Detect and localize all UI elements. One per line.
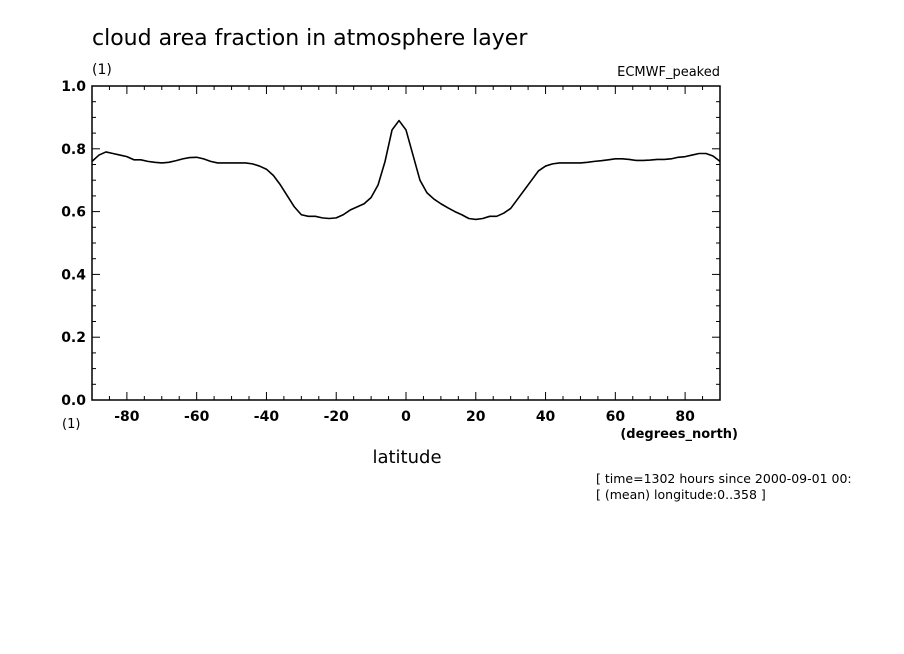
x-tick-label: -40: [254, 409, 280, 425]
series-line: [91, 119, 721, 221]
x-tick-label: 80: [675, 409, 695, 425]
y-tick-label: 1.0: [61, 79, 86, 95]
axis-ticks: [91, 85, 721, 401]
y-tick-label: 0.8: [61, 142, 86, 158]
series-group: [91, 119, 721, 221]
x-tick-label: -60: [184, 409, 210, 425]
x-axis-units: (degrees_north): [620, 427, 738, 442]
annotation-longitude: [ (mean) longitude:0..358 ]: [596, 487, 766, 502]
x-tick-label: 0: [401, 409, 411, 425]
x-units-corner-label: (1): [62, 417, 80, 432]
y-units-label: (1): [92, 62, 112, 78]
x-tick-labels: -80 -60 -40 -20 0 20 40 60 80: [114, 409, 695, 425]
x-tick-label: -80: [114, 409, 140, 425]
x-tick-label: 40: [536, 409, 556, 425]
y-tick-label: 0.0: [61, 393, 86, 409]
y-tick-label: 0.6: [61, 205, 86, 221]
chart-title: cloud area fraction in atmosphere layer: [92, 26, 528, 51]
y-tick-label: 0.4: [61, 267, 86, 283]
x-axis-title: latitude: [372, 447, 441, 468]
annotation-time: [ time=1302 hours since 2000-09-01 00:: [596, 471, 852, 486]
y-tick-label: 0.2: [61, 330, 86, 346]
y-tick-labels: 0.0 0.2 0.4 0.6 0.8 1.0: [61, 79, 86, 409]
x-tick-label: -20: [324, 409, 350, 425]
dataset-label: ECMWF_peaked: [617, 65, 720, 80]
plot-frame: [91, 85, 721, 401]
x-tick-label: 20: [466, 409, 486, 425]
x-tick-label: 60: [606, 409, 626, 425]
